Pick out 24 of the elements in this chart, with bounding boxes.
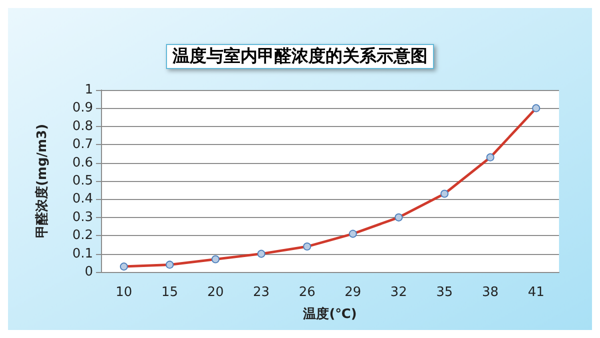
y-axis-title: 甲醛浓度(mg/m3) xyxy=(34,124,50,238)
y-tick-label: 0.1 xyxy=(72,246,93,262)
x-tick-label: 29 xyxy=(344,285,362,300)
x-tick-label: 38 xyxy=(482,285,499,300)
x-tick-label: 15 xyxy=(161,285,178,300)
y-tick-label: 0.9 xyxy=(72,100,93,116)
y-tick-label: 0.7 xyxy=(72,137,93,152)
chart-title: 温度与室内甲醛浓度的关系示意图 xyxy=(172,46,428,66)
y-tick-label: 0.2 xyxy=(72,228,93,244)
x-tick-label: 10 xyxy=(116,285,132,300)
y-tick-label: 0.4 xyxy=(72,192,93,207)
y-tick-label: 1 xyxy=(84,82,93,98)
x-tick-label: 41 xyxy=(528,285,544,300)
y-tick-label: 0 xyxy=(84,264,93,280)
x-axis-title: 温度(℃) xyxy=(302,306,357,322)
y-tick-label: 0.8 xyxy=(72,118,93,134)
x-tick-label: 23 xyxy=(253,285,270,300)
y-tick-label: 0.5 xyxy=(72,174,93,188)
y-tick-label: 0.6 xyxy=(72,155,93,170)
x-tick-label: 32 xyxy=(390,285,407,300)
x-tick-label: 26 xyxy=(298,285,316,300)
y-tick-label: 0.3 xyxy=(72,210,93,225)
x-tick-label: 20 xyxy=(207,285,224,300)
x-tick-label: 35 xyxy=(436,285,453,300)
